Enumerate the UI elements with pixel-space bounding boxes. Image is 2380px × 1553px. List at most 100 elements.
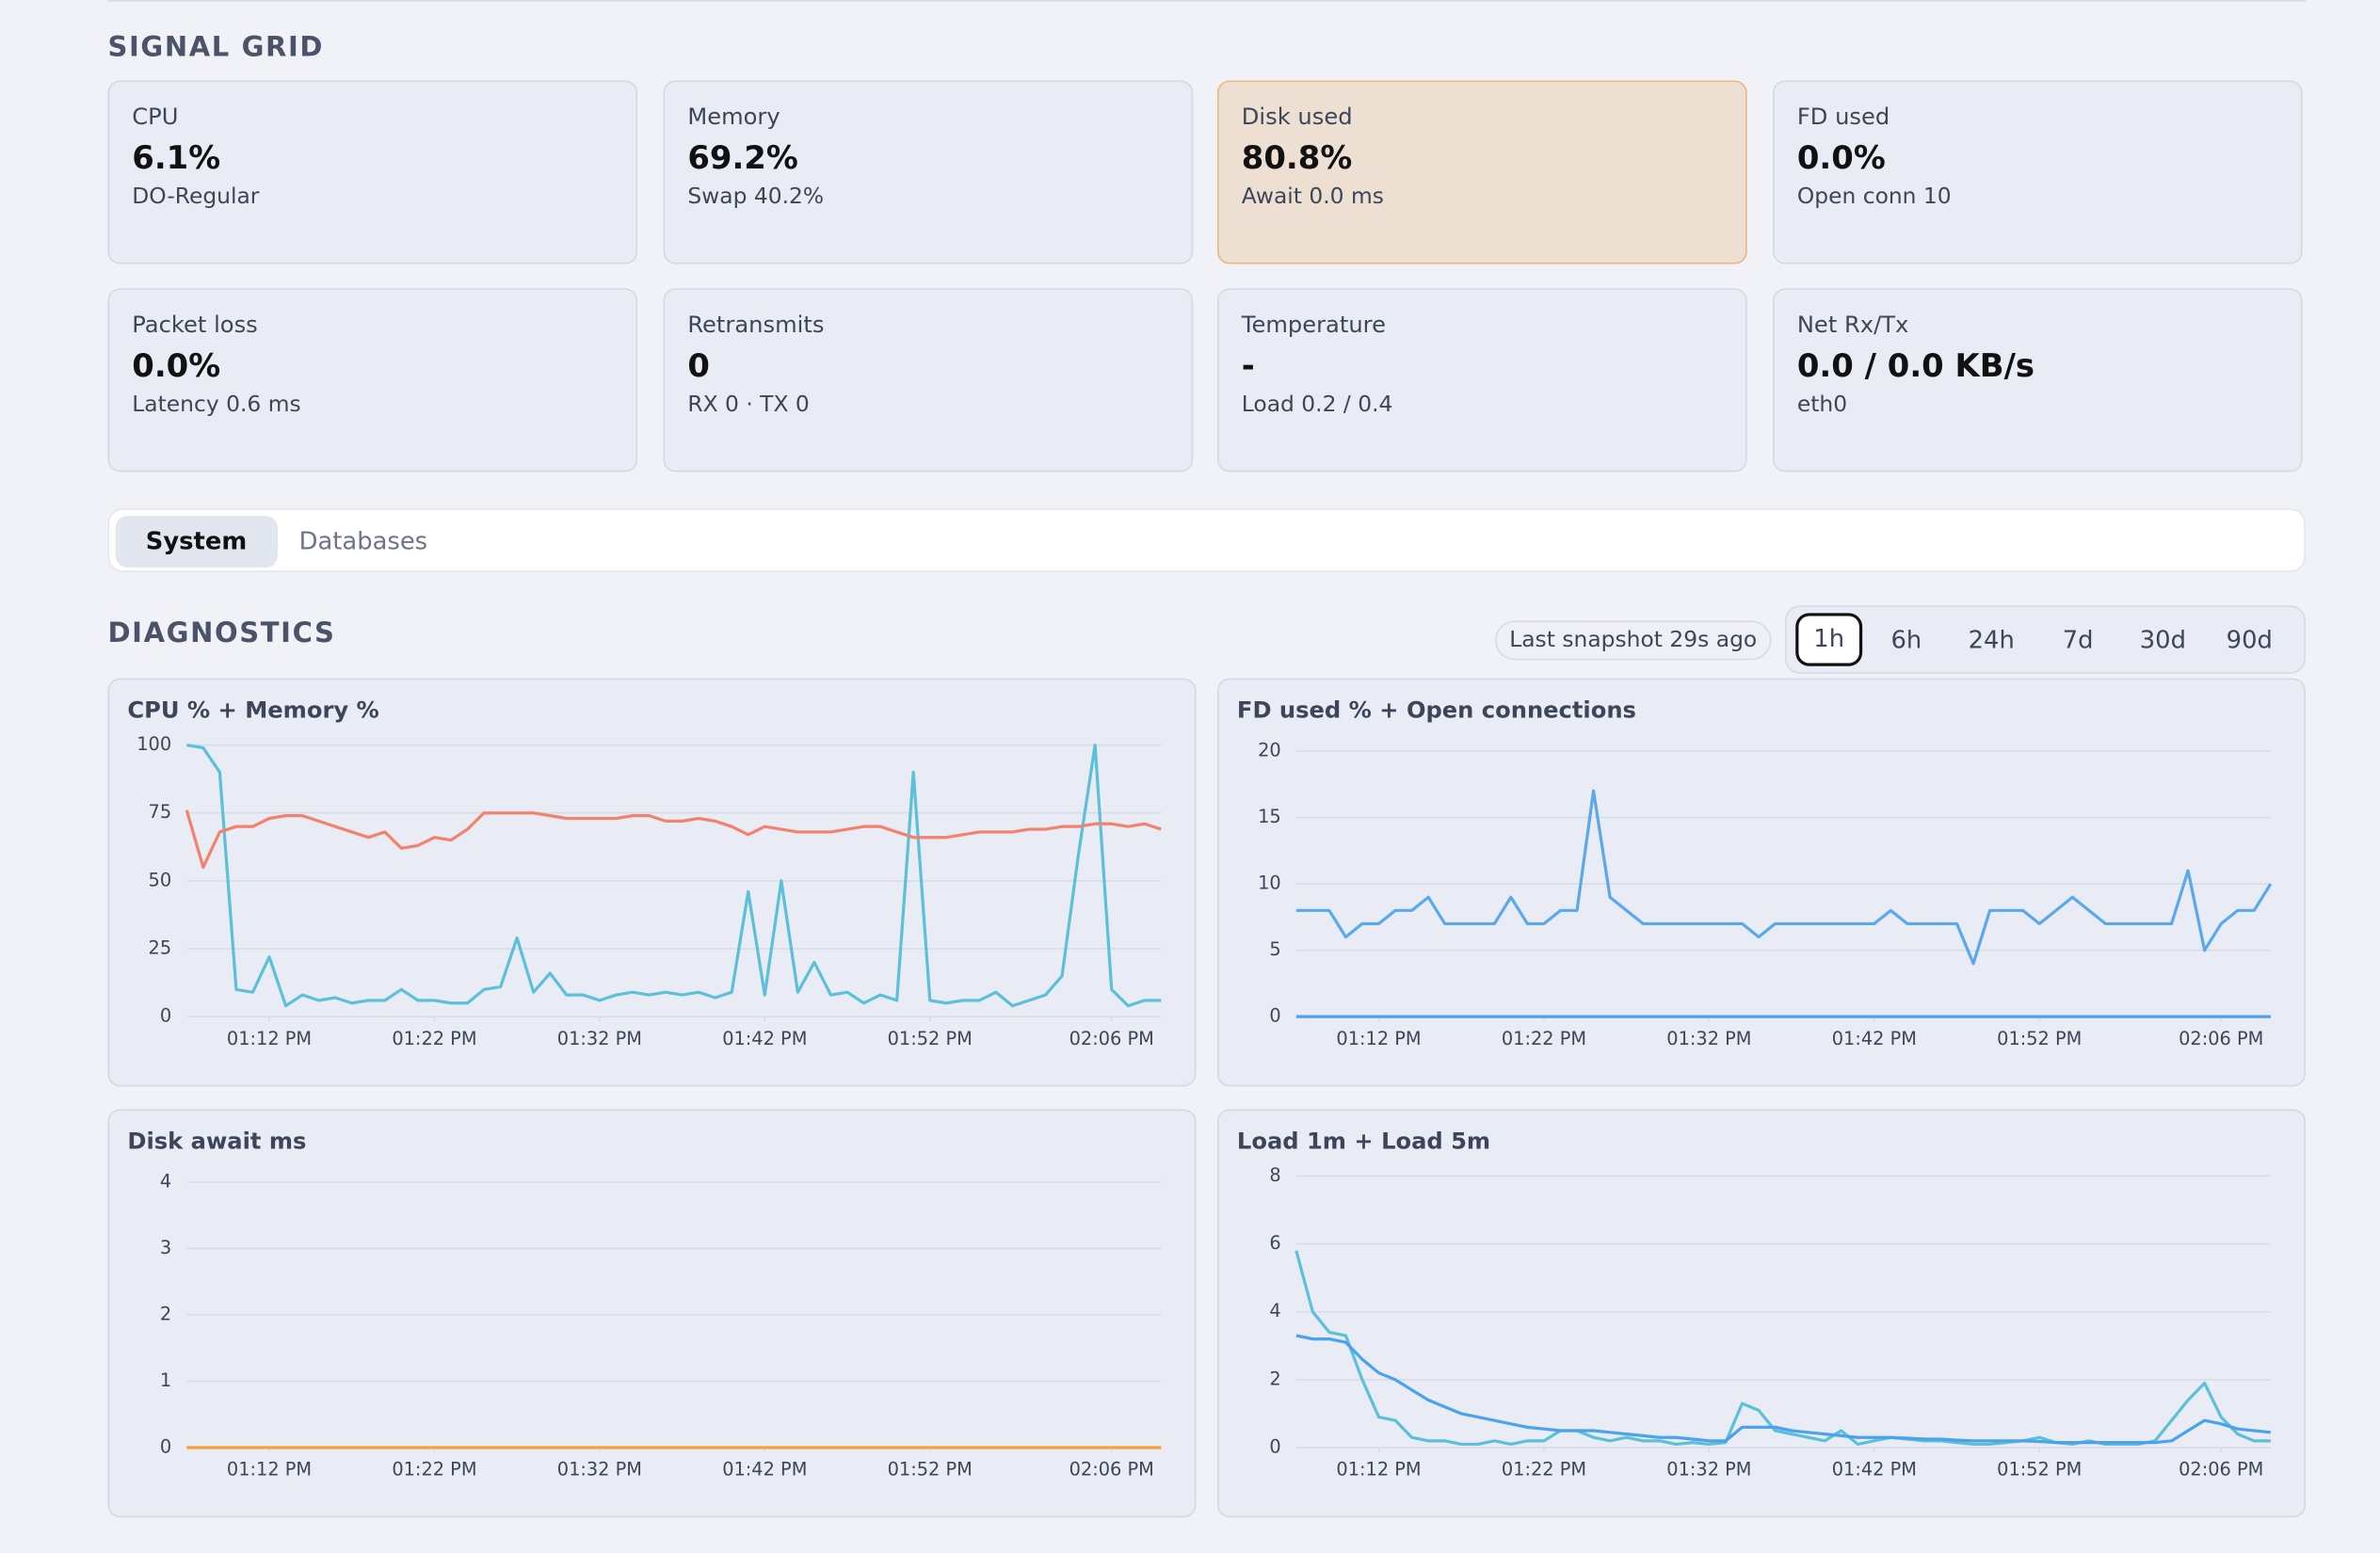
y-tick-label: 0 <box>160 1436 171 1458</box>
divider <box>107 0 2306 2</box>
metric-sub: Await 0.0 ms <box>1241 184 1384 210</box>
metric-label: Retransmits <box>687 311 825 339</box>
metric-card: Packet loss 0.0% Latency 0.6 ms <box>107 288 638 472</box>
y-tick-label: 8 <box>1269 1164 1280 1186</box>
y-tick-label: 0 <box>1269 1005 1280 1027</box>
x-tick-label: 01:42 PM <box>1832 1459 1917 1481</box>
series-line <box>1295 789 2273 966</box>
y-tick-label: 6 <box>1269 1232 1280 1254</box>
x-tick-label: 01:52 PM <box>888 1459 973 1481</box>
range-button[interactable]: 6h <box>1890 625 1922 654</box>
series-line <box>1295 1250 2271 1447</box>
range-button[interactable]: 7d <box>2062 625 2094 654</box>
x-tick-label: 01:42 PM <box>1832 1028 1917 1049</box>
y-tick-label: 1 <box>160 1369 171 1391</box>
metric-card: Disk used 80.8% Await 0.0 ms <box>1216 80 1747 264</box>
y-tick-label: 50 <box>149 869 172 890</box>
y-tick-label: 2 <box>160 1303 171 1324</box>
y-tick-label: 0 <box>1269 1436 1280 1458</box>
range-selector: 1h 6h 24h 7d 30d 90d <box>1784 605 2306 674</box>
metric-label: CPU <box>132 103 179 131</box>
metric-label: Memory <box>687 103 780 131</box>
chart-title: Disk await ms <box>127 1128 306 1154</box>
metric-value: 69.2% <box>687 139 798 177</box>
chart-title: CPU % + Memory % <box>127 697 378 724</box>
chart-panel: Disk await ms 0 1 2 3 4 01:12 PM 01:22 PM 01:32 … <box>107 1109 1197 1518</box>
x-tick-label: 01:12 PM <box>1336 1028 1421 1049</box>
y-tick-label: 0 <box>160 1005 171 1027</box>
chart: CPU % + Memory % 0 25 50 75 100 01:12 PM 01:22 … <box>127 697 1162 1049</box>
snapshot-badge: Last snapshot 29s ago <box>1495 620 1772 661</box>
range-button[interactable]: 24h <box>1968 625 2015 654</box>
metric-card: FD used 0.0% Open conn 10 <box>1773 80 2303 264</box>
metric-label: Net Rx/Tx <box>1796 311 1909 339</box>
series-line <box>186 743 1162 1008</box>
y-tick-label: 5 <box>1269 938 1280 960</box>
section-title: DIAGNOSTICS <box>107 617 336 650</box>
metric-sub: DO-Regular <box>132 184 260 210</box>
metric-sub: Swap 40.2% <box>687 184 825 210</box>
y-tick-label: 3 <box>160 1237 171 1258</box>
metric-sub: RX 0 · TX 0 <box>687 392 810 418</box>
metric-card: Net Rx/Tx 0.0 / 0.0 KB/s eth0 <box>1773 288 2303 472</box>
metric-label: Packet loss <box>132 311 258 339</box>
range-button[interactable]: 30d <box>2139 625 2186 654</box>
x-tick-label: 01:22 PM <box>1502 1459 1586 1481</box>
chart-title: Load 1m + Load 5m <box>1237 1128 1490 1154</box>
tab[interactable]: System <box>115 516 278 568</box>
x-tick-label: 01:12 PM <box>227 1459 312 1481</box>
metric-label: Temperature <box>1241 311 1386 339</box>
x-tick-label: 02:06 PM <box>2179 1459 2263 1481</box>
metric-value: - <box>1241 347 1255 384</box>
chart-panel: CPU % + Memory % 0 25 50 75 100 01:12 PM 01:22 … <box>107 678 1197 1087</box>
x-tick-label: 01:22 PM <box>1502 1028 1586 1049</box>
chart-title: FD used % + Open connections <box>1237 697 1636 724</box>
metric-sub: Load 0.2 / 0.4 <box>1241 392 1393 418</box>
x-tick-label: 02:06 PM <box>1069 1028 1154 1049</box>
x-tick-label: 01:12 PM <box>227 1028 312 1049</box>
metric-card: Memory 69.2% Swap 40.2% <box>663 80 1194 264</box>
chart-panel: Load 1m + Load 5m 0 2 4 6 8 01:12 PM 01:22 PM 01… <box>1216 1109 2306 1518</box>
range-button[interactable]: 90d <box>2226 625 2273 654</box>
y-tick-label: 25 <box>149 937 172 959</box>
range-button[interactable]: 1h <box>1795 613 1863 666</box>
x-tick-label: 01:22 PM <box>392 1028 476 1049</box>
metric-label: Disk used <box>1241 103 1353 131</box>
chart: Load 1m + Load 5m 0 2 4 6 8 01:12 PM 01:22 PM 01… <box>1237 1128 2272 1481</box>
y-tick-label: 4 <box>160 1170 171 1192</box>
y-tick-label: 100 <box>137 733 171 755</box>
tab[interactable]: Databases <box>298 526 428 556</box>
x-tick-label: 01:52 PM <box>888 1028 973 1049</box>
metric-value: 0.0% <box>132 347 221 384</box>
tab-bar: System Databases <box>107 508 2306 572</box>
chart-panel: FD used % + Open connections 0 5 10 15 20 01:1… <box>1216 678 2306 1087</box>
metric-value: 0.0 / 0.0 KB/s <box>1796 347 2035 384</box>
x-tick-label: 01:42 PM <box>722 1028 807 1049</box>
y-tick-label: 10 <box>1258 873 1281 894</box>
x-tick-label: 01:42 PM <box>722 1459 807 1481</box>
series-line <box>1295 1334 2272 1445</box>
x-tick-label: 01:52 PM <box>1997 1459 2082 1481</box>
x-tick-label: 01:52 PM <box>1997 1028 2082 1049</box>
section-title: SIGNAL GRID <box>107 31 325 64</box>
x-tick-label: 01:32 PM <box>1666 1028 1751 1049</box>
metric-card: Retransmits 0 RX 0 · TX 0 <box>663 288 1194 472</box>
x-tick-label: 02:06 PM <box>2179 1028 2263 1049</box>
x-tick-label: 02:06 PM <box>1069 1459 1154 1481</box>
metric-sub: eth0 <box>1796 392 1848 418</box>
metric-value: 80.8% <box>1241 139 1353 177</box>
metric-card: CPU 6.1% DO-Regular <box>107 80 638 264</box>
y-tick-label: 4 <box>1269 1300 1280 1321</box>
chart: FD used % + Open connections 0 5 10 15 20 01:1… <box>1237 697 2273 1049</box>
metric-value: 6.1% <box>132 139 221 177</box>
y-tick-label: 15 <box>1258 806 1281 827</box>
metric-sub: Latency 0.6 ms <box>132 392 301 418</box>
x-tick-label: 01:22 PM <box>392 1459 476 1481</box>
series-line <box>185 809 1162 870</box>
metric-label: FD used <box>1796 103 1890 131</box>
x-tick-label: 01:32 PM <box>557 1028 642 1049</box>
chart: Disk await ms 0 1 2 3 4 01:12 PM 01:22 PM 01:32 … <box>127 1128 1162 1481</box>
